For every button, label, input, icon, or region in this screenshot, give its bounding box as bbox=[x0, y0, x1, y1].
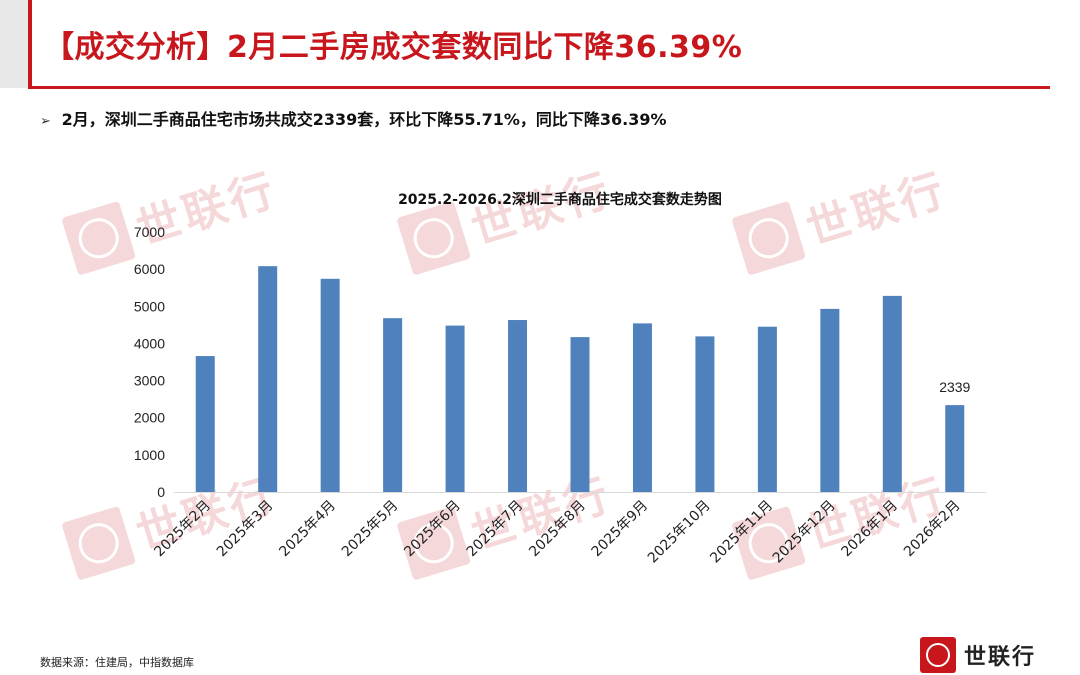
bar bbox=[383, 318, 403, 492]
chart-title: 2025.2-2026.2深圳二手商品住宅成交套数走势图 bbox=[398, 192, 722, 208]
page-title: 【成交分析】2月二手房成交套数同比下降36.39% bbox=[44, 30, 743, 65]
x-tick-label: 2026年1月 bbox=[839, 498, 902, 561]
y-tick-label: 3000 bbox=[134, 373, 165, 389]
bar bbox=[695, 336, 715, 492]
x-tick-label: 2025年8月 bbox=[526, 498, 589, 561]
bar bbox=[632, 323, 652, 492]
y-tick-label: 4000 bbox=[134, 335, 165, 351]
bar bbox=[820, 308, 840, 492]
title-divider bbox=[28, 86, 1050, 89]
brand-name: 世联行 bbox=[964, 644, 1037, 670]
brand-logo: 世联行 bbox=[920, 637, 1036, 673]
x-tick-label: 2025年7月 bbox=[464, 498, 527, 561]
bar bbox=[882, 295, 902, 492]
x-tick-label: 2025年9月 bbox=[589, 498, 652, 561]
x-tick-label: 2025年10月 bbox=[645, 498, 714, 567]
x-tick-label: 2025年5月 bbox=[339, 498, 402, 561]
y-tick-label: 5000 bbox=[134, 298, 165, 314]
bar bbox=[445, 325, 465, 492]
x-tick-label: 2025年11月 bbox=[707, 498, 776, 567]
brand-seal-icon bbox=[920, 637, 956, 673]
x-tick-label: 2025年4月 bbox=[276, 498, 339, 561]
bar bbox=[258, 266, 278, 492]
summary-bullet: ➢ 2月，深圳二手商品住宅市场共成交2339套，环比下降55.71%，同比下降3… bbox=[40, 106, 667, 130]
y-tick-label: 7000 bbox=[134, 224, 165, 240]
x-tick-label: 2025年12月 bbox=[770, 498, 839, 567]
summary-text: 2月，深圳二手商品住宅市场共成交2339套，环比下降55.71%，同比下降36.… bbox=[61, 110, 667, 129]
y-tick-label: 6000 bbox=[134, 261, 165, 277]
x-tick-label: 2026年2月 bbox=[901, 498, 964, 561]
x-tick-label: 2025年2月 bbox=[151, 498, 214, 561]
data-source-note: 数据来源：住建局，中指数据库 bbox=[40, 656, 194, 669]
header-accent-bar bbox=[28, 0, 32, 88]
bar bbox=[508, 320, 528, 492]
y-tick-label: 2000 bbox=[134, 410, 165, 426]
bar bbox=[320, 278, 340, 492]
bar bbox=[757, 326, 777, 492]
x-tick-label: 2025年3月 bbox=[214, 498, 277, 561]
bar bbox=[570, 337, 590, 492]
arrow-right-icon: ➢ bbox=[40, 114, 51, 129]
bar bbox=[945, 405, 965, 492]
y-tick-label: 0 bbox=[157, 484, 165, 500]
x-tick-label: 2025年6月 bbox=[401, 498, 464, 561]
data-label: 2339 bbox=[939, 379, 970, 395]
header-side-block bbox=[0, 0, 28, 88]
bar bbox=[195, 356, 215, 492]
y-tick-label: 1000 bbox=[134, 447, 165, 463]
